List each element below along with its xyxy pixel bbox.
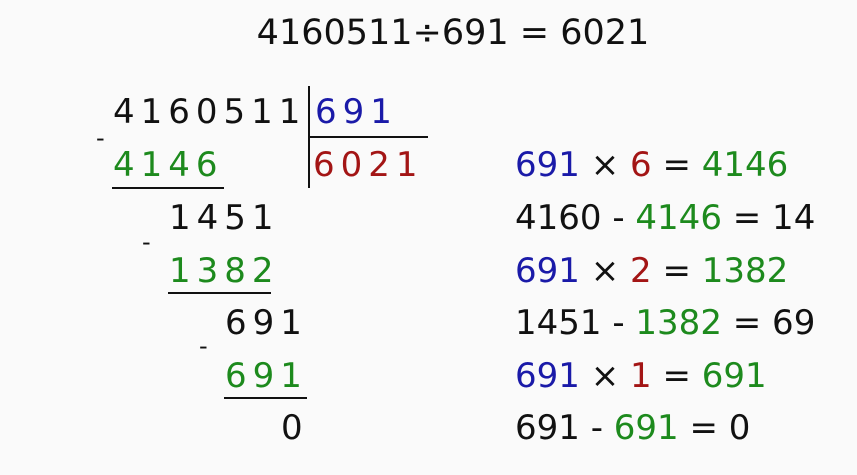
subtraction-line: [168, 292, 271, 294]
equation-row: 4160 - 4146 = 14: [515, 198, 815, 238]
equation-term: 1: [630, 356, 652, 396]
equation-term: 4160 -: [515, 198, 636, 238]
subtrahend-2: 1382: [169, 251, 280, 291]
equation-term: 4146: [635, 198, 722, 238]
equation-term: 691 -: [515, 408, 614, 448]
equation-row: 1451 - 1382 = 69: [515, 303, 815, 343]
equation-term: =: [651, 356, 702, 396]
subtrahend-3: 691: [225, 356, 308, 396]
division-bracket-horizontal: [309, 136, 428, 138]
subtraction-line: [224, 397, 307, 399]
equation-title: 4160511÷691 = 6021: [256, 13, 650, 53]
equation-term: 691: [701, 356, 767, 396]
equation-term: = 0: [678, 408, 751, 448]
equation-term: 691: [515, 251, 580, 291]
equation-term: = 69: [721, 303, 816, 343]
equation-row: 691 × 1 = 691: [515, 356, 767, 396]
equation-row: 691 - 691 = 0: [515, 408, 750, 448]
subtrahend-1: 4146: [113, 145, 224, 185]
equation-term: 4146: [701, 145, 789, 185]
equation-term: = 14: [721, 198, 816, 238]
remainder-2: 691: [225, 303, 308, 343]
equation-term: ×: [579, 356, 631, 396]
minus-sign: -: [199, 332, 208, 360]
minus-sign: -: [96, 124, 105, 152]
equation-row: 691 × 6 = 4146: [515, 145, 788, 185]
equation-term: 2: [630, 251, 652, 291]
equation-term: ×: [579, 251, 631, 291]
minus-sign: -: [142, 228, 151, 256]
equation-term: 1451 -: [515, 303, 636, 343]
equation-term: =: [651, 145, 702, 185]
dividend: 4160511: [113, 92, 307, 132]
remainder-1: 1451: [169, 198, 280, 238]
equation-term: 1382: [701, 251, 789, 291]
subtraction-line: [112, 187, 224, 189]
equation-term: 1382: [635, 303, 722, 343]
equation-term: 691: [515, 145, 580, 185]
remainder-final: 0: [281, 408, 309, 448]
equation-row: 691 × 2 = 1382: [515, 251, 788, 291]
equation-term: 691: [613, 408, 679, 448]
equation-term: 6: [630, 145, 652, 185]
equation-term: 691: [515, 356, 580, 396]
quotient: 6021: [313, 145, 424, 185]
equation-term: ×: [579, 145, 631, 185]
equation-term: =: [651, 251, 702, 291]
divisor: 691: [315, 92, 398, 132]
